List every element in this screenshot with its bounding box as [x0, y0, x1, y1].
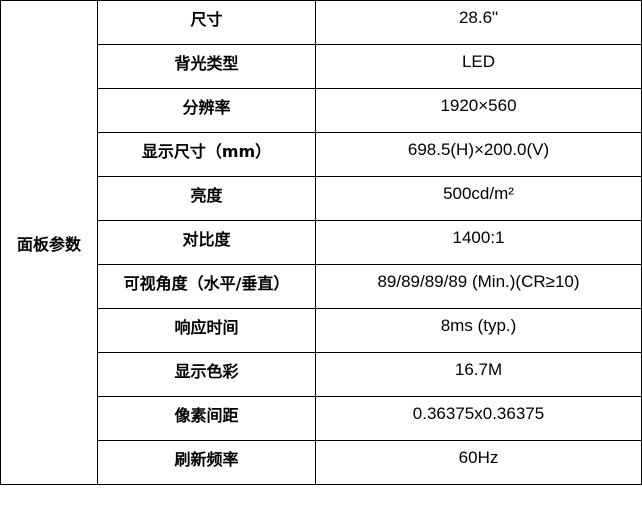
table-row: 可视角度（水平/垂直） 89/89/89/89 (Min.)(CR≥10) [1, 264, 642, 309]
spec-label-cell: 分辨率 [97, 88, 316, 133]
table-row: 显示尺寸（mm） 698.5(H)×200.0(V) [1, 132, 642, 177]
table-row: 响应时间 8ms (typ.) [1, 308, 642, 353]
panel-spec-table: 面板参数 尺寸 28.6" 背光类型 LED 分辨率 1920×560 显示尺寸（mm） 698… [0, 0, 642, 485]
spec-value-cell: 8ms (typ.) [315, 308, 642, 353]
spec-label-cell: 尺寸 [97, 0, 316, 45]
spec-label-cell: 刷新频率 [97, 440, 316, 485]
spec-value-cell: 698.5(H)×200.0(V) [315, 132, 642, 177]
spec-value-cell: 1920×560 [315, 88, 642, 133]
table-row: 刷新频率 60Hz [1, 440, 642, 485]
table-row: 显示色彩 16.7M [1, 352, 642, 397]
group-label-cell: 面板参数 [0, 0, 98, 485]
spec-value-cell: 28.6" [315, 0, 642, 45]
spec-label-cell: 对比度 [97, 220, 316, 265]
spec-label-cell: 背光类型 [97, 44, 316, 89]
spec-label-cell: 像素间距 [97, 396, 316, 441]
spec-label-cell: 可视角度（水平/垂直） [97, 264, 316, 309]
spec-value-cell: 1400:1 [315, 220, 642, 265]
spec-value-cell: 0.36375x0.36375 [315, 396, 642, 441]
spec-label-cell: 显示色彩 [97, 352, 316, 397]
table-row: 面板参数 尺寸 28.6" [0, 0, 642, 485]
spec-value-cell: 89/89/89/89 (Min.)(CR≥10) [315, 264, 642, 309]
table-row: 对比度 1400:1 [1, 220, 642, 265]
table-row: 背光类型 LED [1, 44, 642, 89]
table-row: 分辨率 1920×560 [1, 88, 642, 133]
spec-label-cell: 亮度 [97, 176, 316, 221]
spec-value-cell: 60Hz [315, 440, 642, 485]
spec-value-cell: 500cd/m² [315, 176, 642, 221]
spec-value-cell: LED [315, 44, 642, 89]
table-row: 像素间距 0.36375x0.36375 [1, 396, 642, 441]
spec-label-cell: 响应时间 [97, 308, 316, 353]
spec-label-cell: 显示尺寸（mm） [97, 132, 316, 177]
spec-value-cell: 16.7M [315, 352, 642, 397]
table-row: 亮度 500cd/m² [1, 176, 642, 221]
